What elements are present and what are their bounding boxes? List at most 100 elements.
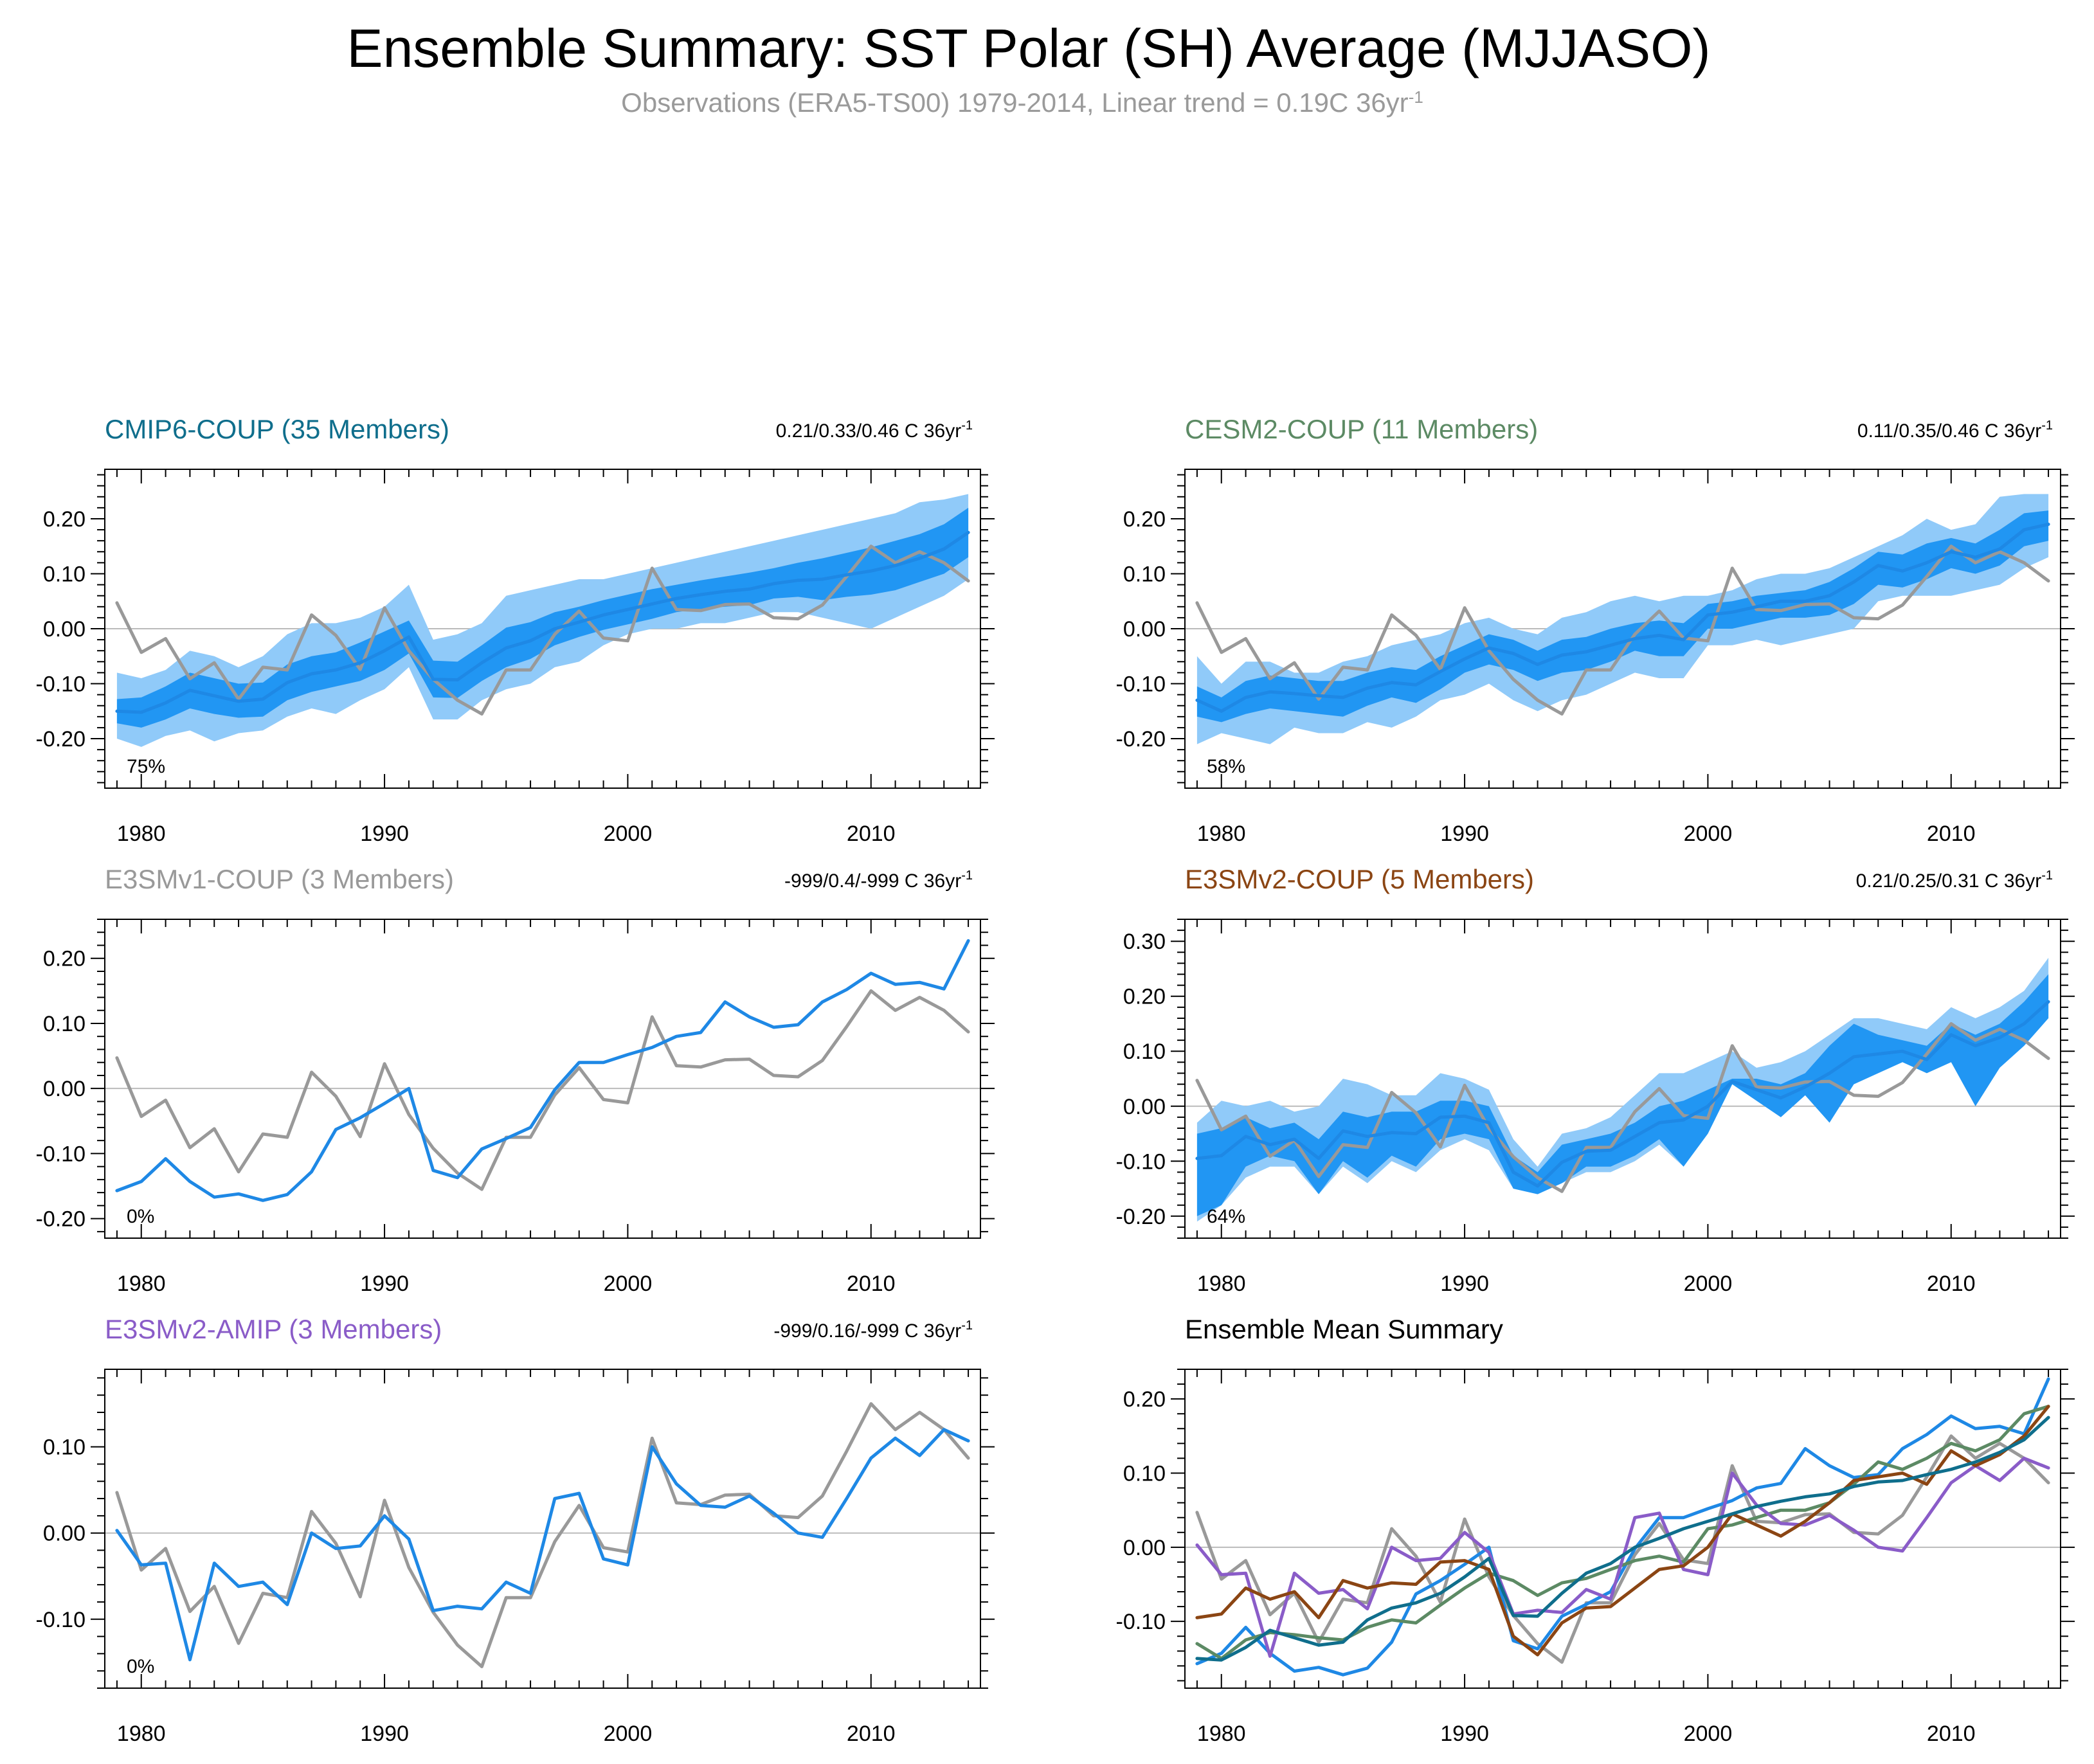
spread-inner-band [1196,510,2049,723]
panel-title: CMIP6-COUP (35 Members) [105,414,449,444]
y-tick-label: -0.10 [1116,672,1166,697]
panel-summary: Ensemble Mean Summary 1980 1990 2000 2010 -0.… [1116,1314,2075,1746]
plot-frame [104,1369,981,1689]
series-line-ensemble-mean [1195,523,2050,713]
trend-superscript: -1 [961,869,973,883]
percent-label: 0% [127,1656,154,1677]
panel-title: E3SMv2-AMIP (3 Members) [105,1314,442,1344]
figure-subtitle-text: Observations (ERA5-TS00) 1979-2014, Line… [621,87,1409,118]
x-tick-label: 1980 [117,1722,166,1746]
series-line-e3smv2-coup [1195,1405,2050,1657]
y-tick-label: 0.10 [1123,562,1166,586]
y-tick-label: 0.20 [43,507,86,532]
x-tick-label: 2010 [847,1272,896,1296]
y-tick-label: 0.20 [1123,985,1166,1009]
panel-trend-label: 0.21/0.33/0.46 C 36yr-1 [776,419,973,442]
trend-superscript: -1 [961,1318,973,1333]
x-tick-label: 1980 [1197,822,1246,846]
x-tick-label: 2010 [847,1722,896,1746]
x-tick-label: 2010 [1927,822,1976,846]
y-tick-label: -0.10 [36,672,86,697]
y-tick-label: 0.10 [43,1012,86,1036]
y-tick-label: -0.20 [36,1207,86,1232]
x-tick-label: 1980 [117,822,166,846]
percent-label: 58% [1207,756,1245,777]
series-line-ensemble-mean [1195,1000,2050,1188]
percent-label: 0% [127,1206,154,1227]
series-line-observations [115,989,970,1191]
x-tick-label: 1990 [360,1272,409,1296]
x-tick-label: 1990 [360,1722,409,1746]
x-tick-label: 2000 [1684,1722,1733,1746]
trend-value: 0.21/0.33/0.46 C 36yr [776,420,962,442]
x-tick-label: 2010 [847,822,896,846]
plot-frame [104,919,981,1239]
figure-title: Ensemble Summary: SST Polar (SH) Average… [347,18,1711,78]
y-tick-label: -0.20 [1116,1205,1166,1229]
y-tick-label: 0.20 [43,947,86,971]
series-line-observations [115,544,970,716]
spread-inner-band [116,507,969,728]
panel-trend-label: 0.21/0.25/0.31 C 36yr-1 [1856,869,2053,892]
percent-label: 64% [1207,1206,1245,1227]
x-tick-label: 2010 [1927,1272,1976,1296]
figure-subtitle: Observations (ERA5-TS00) 1979-2014, Line… [621,87,1423,118]
y-tick-label: 0.10 [43,562,86,586]
trend-value: -999/0.16/-999 C 36yr [773,1320,961,1342]
panel-trend-label: -999/0.4/-999 C 36yr-1 [784,869,973,892]
series-line-observations [1195,1434,2050,1664]
y-tick-label: 0.00 [43,617,86,642]
x-tick-label: 1990 [1440,1722,1489,1746]
panel-e3smv1: E3SMv1-COUP (3 Members) -999/0.4/-999 C 3… [36,864,995,1296]
trend-value: 0.11/0.35/0.46 C 36yr [1857,420,2041,442]
x-tick-label: 1980 [1197,1272,1246,1296]
panel-title: E3SMv2-COUP (5 Members) [1185,864,1534,894]
y-tick-label: 0.00 [1123,1095,1166,1119]
panel-trend-label: 0.11/0.35/0.46 C 36yr-1 [1857,419,2053,442]
panel-title: E3SMv1-COUP (3 Members) [105,864,454,894]
series-line-ensemble-mean [115,530,970,714]
y-tick-label: 0.10 [1123,1040,1166,1064]
figure-subtitle-superscript: -1 [1409,87,1423,107]
trend-superscript: -1 [2041,419,2053,433]
panel-e3smv2coup: E3SMv2-COUP (5 Members) 0.21/0.25/0.31 C … [1116,864,2075,1296]
y-tick-label: -0.20 [36,727,86,752]
y-tick-label: -0.10 [36,1142,86,1166]
y-tick-label: 0.20 [1123,507,1166,532]
y-tick-label: 0.10 [43,1436,86,1460]
trend-superscript: -1 [2041,869,2053,883]
x-tick-label: 1990 [360,822,409,846]
y-tick-label: -0.10 [1116,1610,1166,1634]
series-line-observations [1195,1022,2050,1193]
y-tick-label: 0.30 [1123,930,1166,954]
panel-cesm2: CESM2-COUP (11 Members) 0.11/0.35/0.46 C … [1116,414,2075,846]
panel-e3smv2amip: E3SMv2-AMIP (3 Members) -999/0.16/-999 C … [36,1314,995,1746]
x-tick-label: 1980 [117,1272,166,1296]
x-tick-label: 2000 [604,1272,653,1296]
x-tick-label: 2000 [604,1722,653,1746]
y-tick-label: 0.20 [1123,1387,1166,1412]
y-tick-label: 0.00 [1123,617,1166,642]
series-line-e3smv2-amip [1195,1456,2050,1658]
trend-value: 0.21/0.25/0.31 C 36yr [1856,870,2042,892]
series-line-observations [1195,544,2050,716]
x-tick-label: 1980 [1197,1722,1246,1746]
y-tick-label: -0.10 [1116,1149,1166,1174]
panel-cmip6: CMIP6-COUP (35 Members) 0.21/0.33/0.46 C … [36,414,995,846]
x-tick-label: 1990 [1440,1272,1489,1296]
percent-label: 75% [127,756,165,777]
y-tick-label: -0.20 [1116,727,1166,752]
series-line-observations [115,1402,970,1668]
spread-inner-band [1196,974,2049,1216]
y-tick-label: 0.00 [43,1077,86,1101]
y-tick-label: -0.10 [36,1608,86,1632]
trend-superscript: -1 [961,419,973,433]
panel-title: Ensemble Mean Summary [1185,1314,1503,1344]
x-tick-label: 1990 [1440,822,1489,846]
x-tick-label: 2010 [1927,1722,1976,1746]
series-line-cmip6-coup [1195,1416,2050,1662]
series-line-e3smv1-coup [1195,1377,2050,1677]
x-tick-label: 2000 [1684,822,1733,846]
plot-frame [1184,1369,2061,1689]
